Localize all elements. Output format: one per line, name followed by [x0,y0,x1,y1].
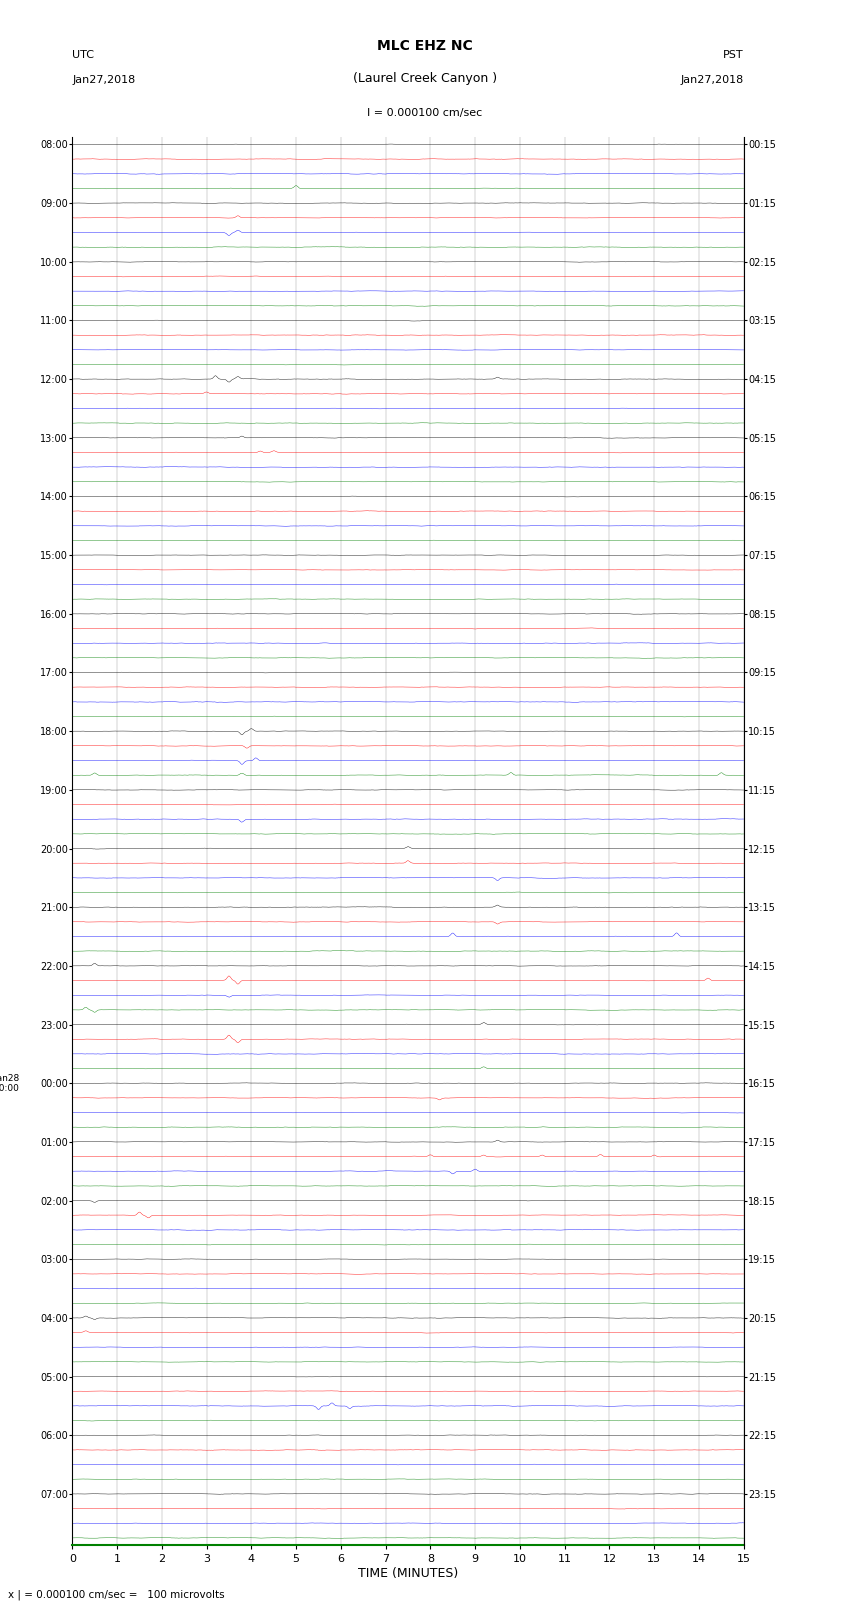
Text: Jan27,2018: Jan27,2018 [72,76,135,85]
Text: Jan27,2018: Jan27,2018 [681,76,744,85]
Text: I = 0.000100 cm/sec: I = 0.000100 cm/sec [367,108,483,118]
Text: MLC EHZ NC: MLC EHZ NC [377,39,473,53]
Text: UTC: UTC [72,50,94,60]
Text: (Laurel Creek Canyon ): (Laurel Creek Canyon ) [353,73,497,85]
Text: PST: PST [723,50,744,60]
Text: x | = 0.000100 cm/sec =   100 microvolts: x | = 0.000100 cm/sec = 100 microvolts [8,1589,225,1600]
Text: Jan28
00:00: Jan28 00:00 [0,1074,20,1094]
X-axis label: TIME (MINUTES): TIME (MINUTES) [358,1568,458,1581]
